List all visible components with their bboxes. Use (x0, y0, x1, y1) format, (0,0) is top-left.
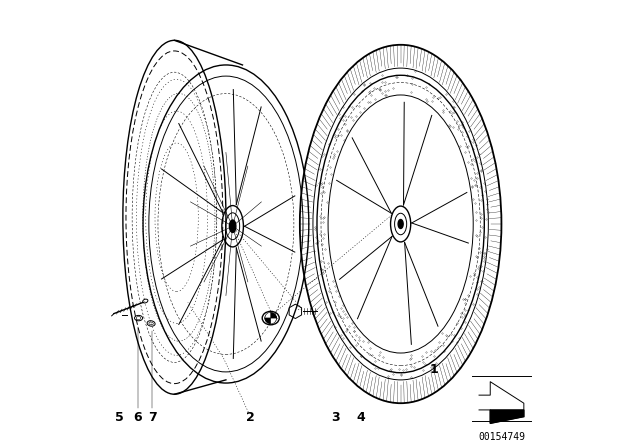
Ellipse shape (398, 220, 403, 228)
Text: 4: 4 (356, 411, 365, 424)
Text: 7: 7 (148, 411, 157, 424)
Ellipse shape (229, 220, 236, 233)
Text: 5: 5 (115, 411, 124, 424)
Text: 3: 3 (332, 411, 340, 424)
Wedge shape (271, 312, 276, 318)
Wedge shape (265, 312, 271, 318)
Text: 00154749: 00154749 (478, 432, 525, 442)
Wedge shape (265, 318, 271, 324)
Text: 1: 1 (430, 363, 438, 376)
Text: 6: 6 (133, 411, 142, 424)
Text: 2: 2 (246, 411, 255, 424)
Polygon shape (490, 410, 524, 423)
Wedge shape (271, 318, 276, 324)
